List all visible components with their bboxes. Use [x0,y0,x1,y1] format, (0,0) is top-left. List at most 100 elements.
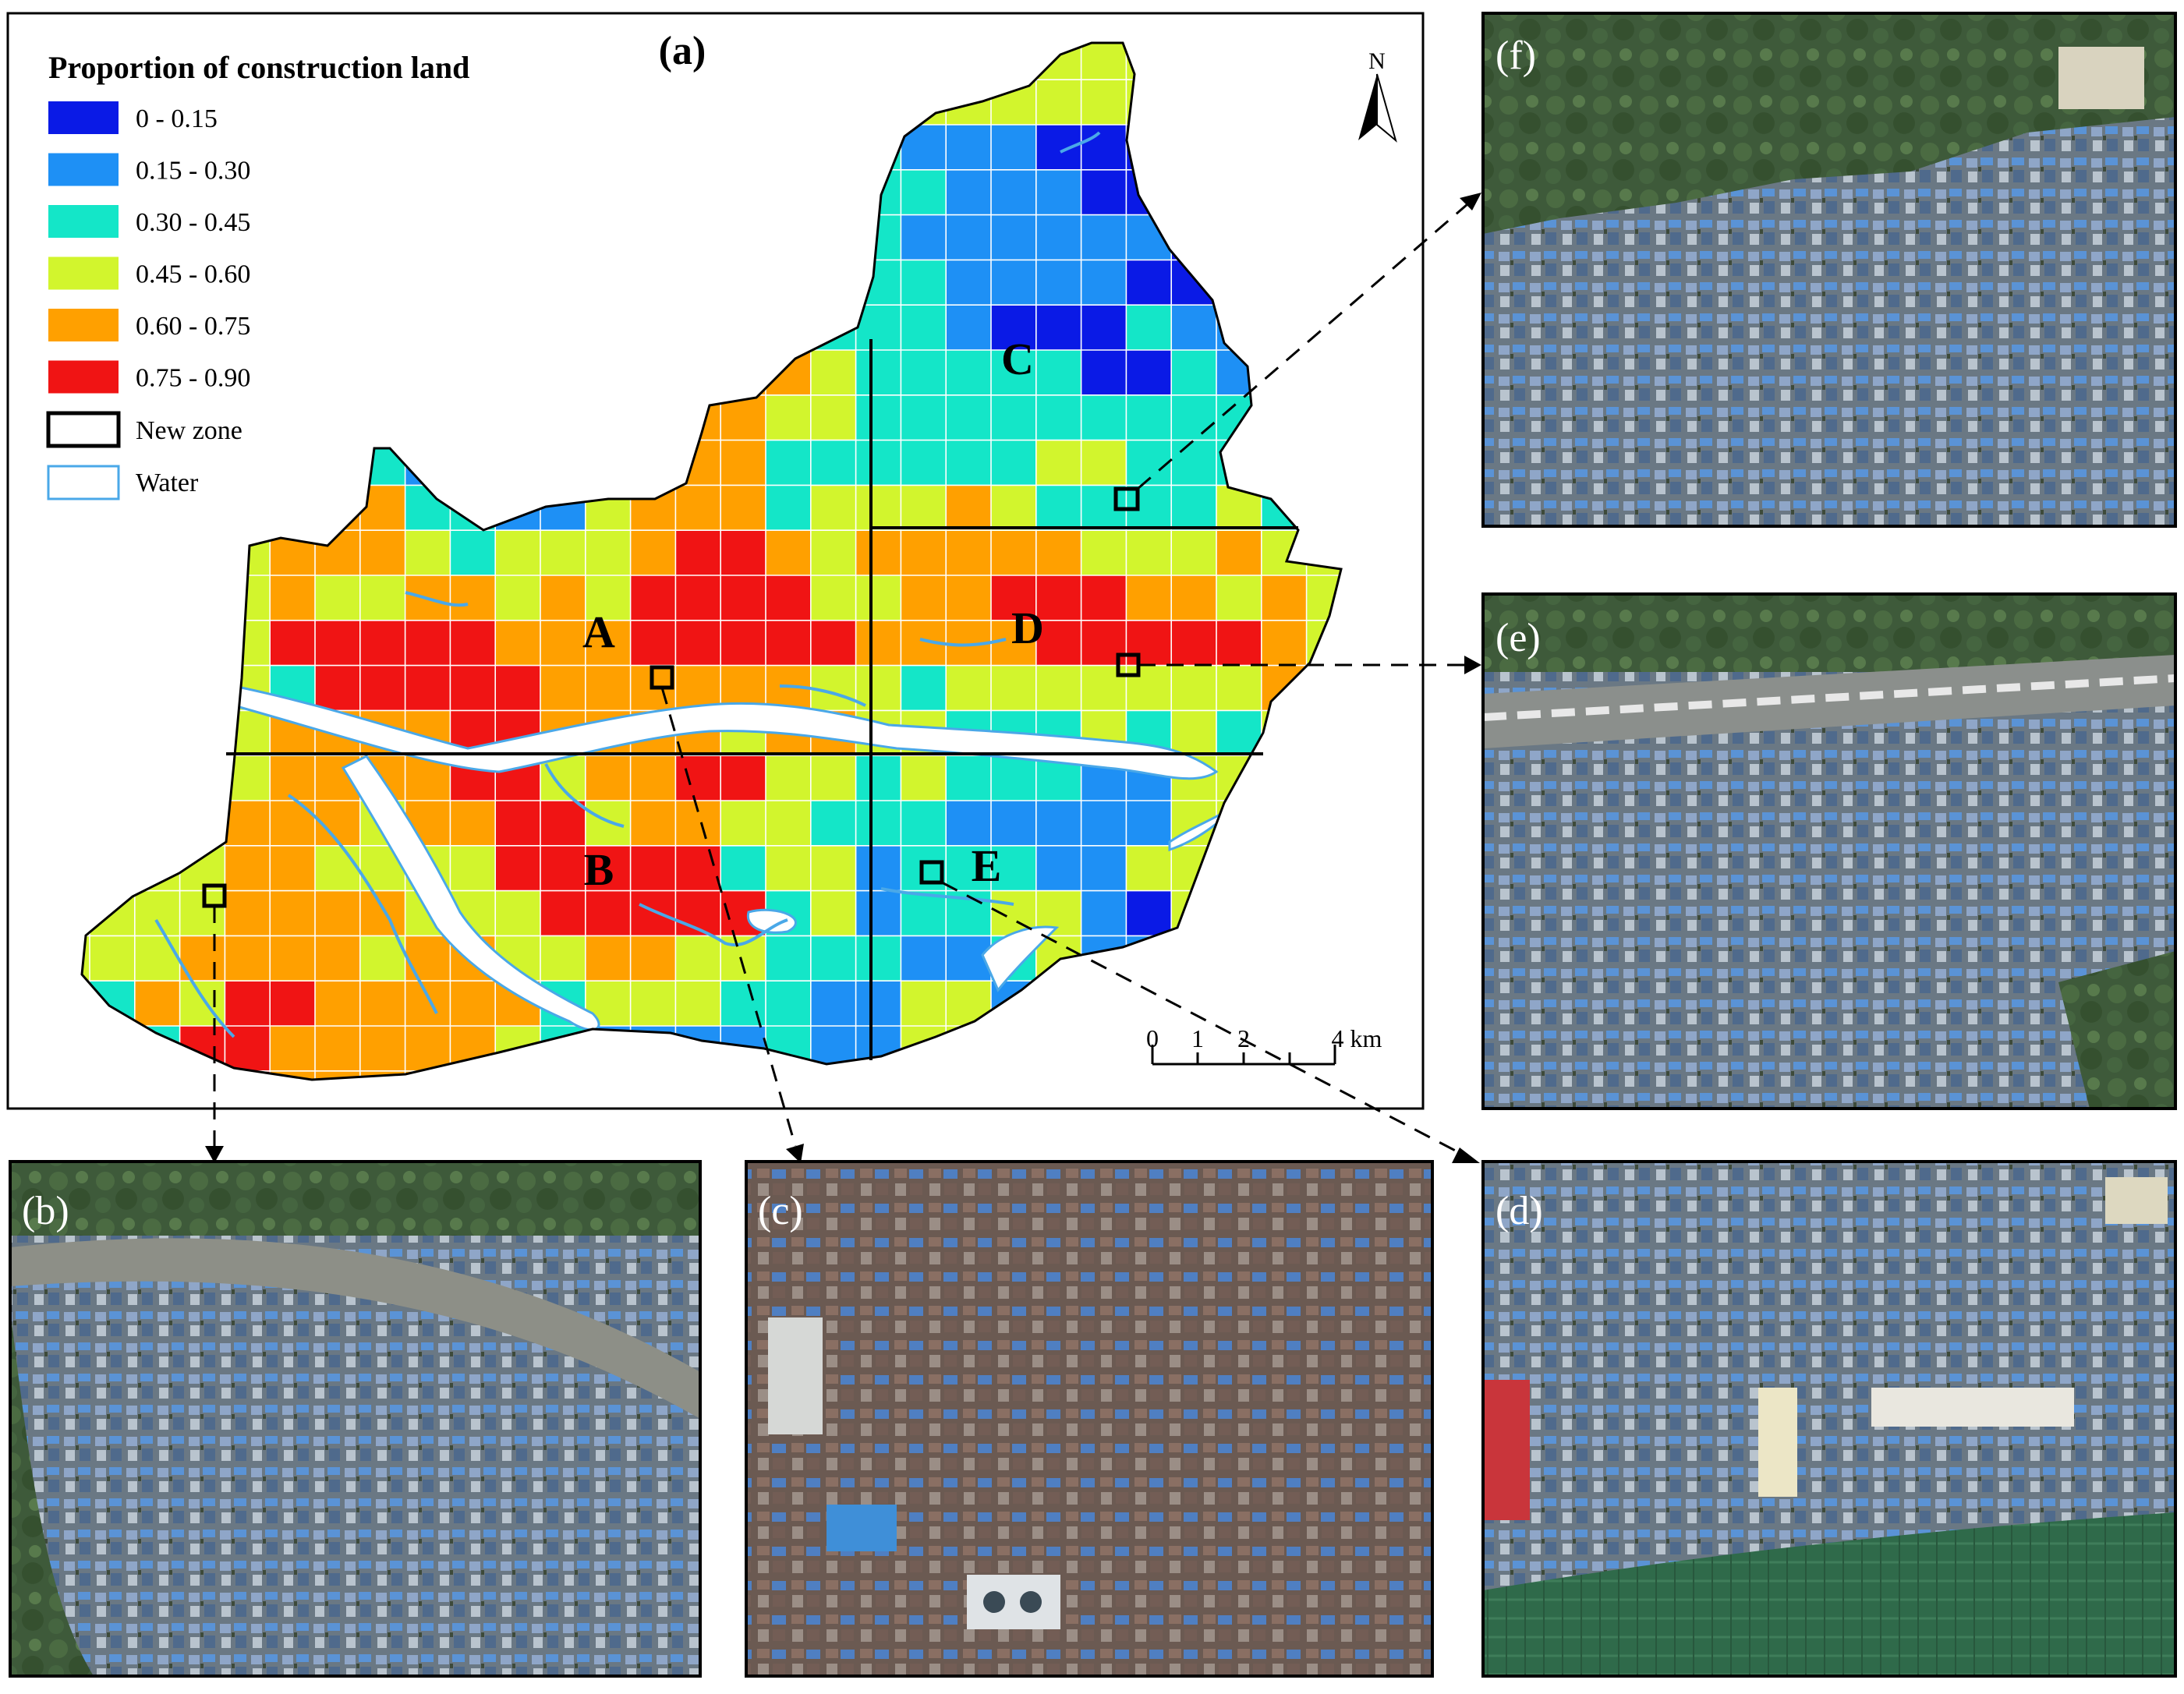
grid-cell [810,890,857,936]
scale-bar: 0 1 2 4 km [1146,1024,1382,1066]
grid-cell [540,890,586,936]
inset-e-park [2058,951,2175,1109]
grid-cell [225,890,271,936]
grid-cell [585,665,632,711]
legend-label-3: 0.30 - 0.45 [136,208,250,237]
grid-cell [810,394,857,441]
grid-cell [855,755,901,801]
new-zone-lines [226,339,1298,1060]
grid-cell [270,755,316,801]
legend-swatch-6 [48,360,119,394]
grid-cell [1216,620,1262,667]
grid-cell [540,755,586,801]
grid-cell [359,665,406,711]
grid-cell [1035,665,1082,711]
grid-cell [540,575,586,621]
grid-cell [810,665,857,711]
legend-label-6: 0.75 - 0.90 [136,364,250,393]
scale-tick-2: 2 [1237,1024,1250,1052]
inset-d-building-2 [1758,1388,1797,1497]
arrow-head-c [786,1144,804,1163]
legend-water-label: Water [136,469,199,497]
grid-cell [585,845,632,892]
grid-cell [630,620,676,667]
grid-cell [855,845,901,892]
grid-cell [585,890,632,936]
grid-cell [1081,169,1127,216]
grid-cell [315,575,361,621]
grid-cell [225,981,271,1027]
river-main [232,684,1219,780]
inset-e-frame [1481,592,2177,1110]
inset-c-building-2 [967,1575,1060,1629]
grid-cell [1126,394,1172,441]
inset-d-frame [1481,1160,2177,1678]
grid-cell [315,890,361,936]
legend-swatch-2 [48,153,119,186]
grid-cell [450,620,496,667]
inset-c-image [746,1162,1432,1676]
zone-label-c: C [1001,334,1034,384]
grid-cell [991,801,1037,847]
inset-c-building-1 [768,1317,823,1434]
grid-cell [901,305,947,351]
grid-cell [1126,801,1172,847]
inset-f-building [2058,47,2144,109]
grid-cell [405,530,451,576]
grid-cell [946,575,992,621]
grid-cell [405,981,451,1027]
water-lines [154,131,1101,1038]
arrow-head-d [1452,1148,1480,1163]
grid-cell [540,801,586,847]
grid-cell [901,575,947,621]
grid-cell [270,801,316,847]
grid-cell [1081,125,1127,171]
grid-cell [810,845,857,892]
grid-cell [810,935,857,981]
grid-cell [766,801,812,847]
grid-cell [450,530,496,576]
grid-cell [270,890,316,936]
grid-cell [405,935,451,981]
grid-cell [450,665,496,711]
grid-cell [946,214,992,260]
grid-cell [630,890,676,936]
arrow-head-e [1464,656,1481,674]
grid-cell [495,801,541,847]
inset-d-label: (d) [1496,1189,1543,1233]
zone-labels: A B C D E [582,334,1044,895]
grid-cell [1126,665,1172,711]
legend-label-1: 0 - 0.15 [136,104,218,133]
grid-cell [1261,620,1308,667]
grid-cell [855,801,901,847]
grid-cell [991,620,1037,667]
zone-label-a: A [582,607,615,657]
grid-cell [1081,845,1127,892]
grid-cell [1126,305,1172,351]
grid-cell [1126,620,1172,667]
legend-new-zone-swatch [46,411,121,448]
zone-label-e: E [972,840,1002,891]
grid-cell [315,620,361,667]
inset-b-green-edge [10,1310,94,1676]
grid-cell [1035,801,1082,847]
inset-c-label: (c) [758,1189,803,1233]
grid-cell [1035,169,1082,216]
grid-cell [901,214,947,260]
grid-cell [1216,530,1262,576]
lake [746,908,797,934]
grid-cell [495,575,541,621]
grid-cell [946,530,992,576]
grid-cell [495,665,541,711]
grid-cell [1035,214,1082,260]
grid-cell [901,350,947,396]
grid-cell [450,845,496,892]
grid-cell [1035,305,1082,351]
grid-cell [1081,350,1127,396]
grid-cell [991,755,1037,801]
inset-c-building-3 [827,1505,897,1551]
legend-swatch-4 [48,256,119,290]
arrow-to-f [1137,203,1468,490]
grid-cell [1126,890,1172,936]
grid-cell [720,801,766,847]
